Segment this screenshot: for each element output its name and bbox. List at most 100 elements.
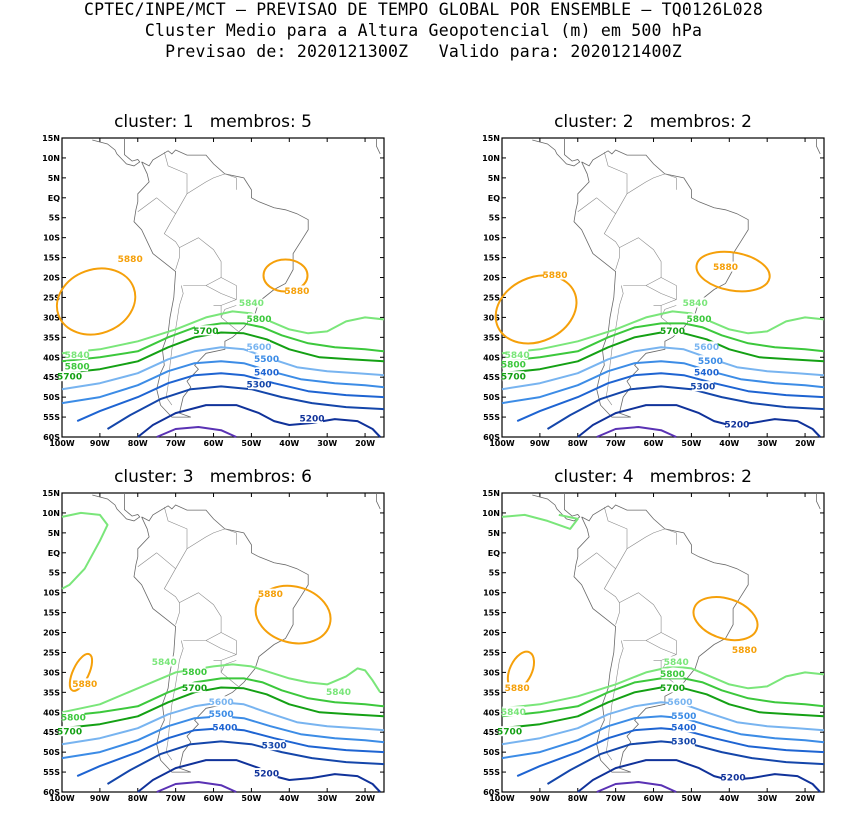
lon-label: 50W: [241, 794, 261, 803]
lat-label: EQ: [48, 549, 60, 558]
contour-closed-5880: [692, 595, 759, 642]
contour-closed-5880: [494, 274, 578, 345]
panel-title: cluster: 4 membros: 2: [554, 467, 752, 487]
lon-label: 90W: [90, 794, 110, 803]
contour-label-bg: [213, 722, 236, 733]
map-svg: 15N 10N 5N EQ 5S 10S 15S 20S 25S 30S 35S 40S 45S 50S 5…: [482, 134, 825, 448]
lon-label: 20W: [355, 439, 375, 448]
lon-label: 50W: [241, 439, 261, 448]
country-border: [615, 602, 620, 625]
contour-line-5200: [137, 404, 381, 438]
contour-closed-5880: [68, 652, 94, 692]
contour-label: 5700: [193, 327, 218, 337]
contour-label: 5600: [668, 698, 693, 708]
contour-closed-5880: [55, 267, 137, 336]
contour-label: 5800: [660, 670, 685, 680]
contour-label-bg: [725, 419, 748, 430]
plot-frame: [501, 137, 825, 438]
country-border: [164, 151, 188, 214]
central-america-coastline: [532, 138, 581, 167]
contour-line-5300: [106, 740, 385, 785]
lon-label: 20W: [795, 794, 815, 803]
lat-label: 15N: [42, 489, 60, 498]
lat-label: 20S: [483, 629, 500, 638]
lon-label: 20W: [795, 439, 815, 448]
contour-label: 5840: [664, 658, 689, 668]
lat-label: 55S: [43, 413, 60, 422]
lat-label: 55S: [483, 768, 500, 777]
lat-label: 50S: [483, 393, 500, 402]
lat-label: 50S: [43, 393, 60, 402]
contour-label: 5500: [209, 710, 234, 720]
lat-label: 10N: [42, 509, 60, 518]
contour-label: 5500: [698, 357, 723, 367]
contour-label-bg: [695, 367, 718, 378]
lat-label: 5N: [48, 529, 60, 538]
lat-label: 15S: [483, 609, 500, 618]
contour-label-bg: [687, 313, 710, 324]
coastline-layer: [92, 493, 381, 773]
contour-label-bg: [66, 361, 89, 372]
contour-label: 5880: [118, 255, 143, 265]
lat-label: 30S: [43, 668, 60, 677]
lon-label: 100W: [49, 794, 75, 803]
contour-line-5100: [156, 426, 237, 438]
lat-label: 15S: [43, 609, 60, 618]
lat-label: 20S: [43, 629, 60, 638]
contour-label: 5700: [182, 684, 207, 694]
lon-label: 70W: [166, 794, 186, 803]
contour-label-bg: [119, 253, 142, 264]
lon-label: 30W: [757, 794, 777, 803]
lat-label: 10S: [43, 234, 60, 243]
south-america-coastline: [573, 504, 749, 773]
contour-label-bg: [672, 710, 695, 721]
contour-label-bg: [247, 379, 270, 390]
contour-label-bg: [498, 726, 521, 737]
contour-line-5500: [501, 360, 825, 405]
contour-line-5800: [61, 322, 385, 363]
contour-label: 5300: [262, 742, 287, 752]
lon-label: 40W: [719, 794, 739, 803]
contour-label: 5880: [258, 590, 283, 600]
country-border: [137, 552, 157, 568]
country-border: [175, 602, 180, 625]
contour-label: 5600: [694, 343, 719, 353]
contour-label-bg: [183, 666, 206, 677]
contour-label-bg: [210, 696, 233, 707]
lat-label: 15S: [483, 254, 500, 263]
country-border: [664, 528, 677, 545]
contour-label: 5400: [254, 369, 279, 379]
contour-label: 5800: [61, 714, 86, 724]
lat-label: 20S: [483, 274, 500, 283]
country-border: [165, 285, 184, 406]
contour-label: 5600: [246, 343, 271, 353]
central-america-coastline: [532, 493, 581, 522]
country-border: [156, 197, 239, 332]
contour-closed-5880: [254, 584, 332, 645]
contour-label: 5840: [505, 351, 530, 361]
lon-label: 90W: [530, 439, 550, 448]
lat-label: 25S: [483, 648, 500, 657]
lon-label: 60W: [644, 439, 664, 448]
lat-label: 10N: [482, 509, 500, 518]
country-border: [186, 173, 225, 195]
lon-label: 80W: [128, 439, 148, 448]
lat-label: 50S: [483, 748, 500, 757]
lon-label: 90W: [530, 794, 550, 803]
africa-coastline: [816, 138, 821, 155]
country-border: [165, 640, 184, 761]
lon-label: 30W: [317, 439, 337, 448]
contour-label-bg: [722, 772, 745, 783]
contour-label-bg: [259, 588, 282, 599]
contour-label: 5300: [246, 381, 271, 391]
country-border: [156, 552, 239, 687]
lat-label: 5S: [49, 569, 61, 578]
contour-label-bg: [247, 341, 270, 352]
panel-title: cluster: 3 membros: 6: [114, 467, 312, 487]
contour-line-5840: [61, 663, 382, 714]
country-border: [164, 506, 188, 569]
lon-label: 70W: [166, 439, 186, 448]
africa-coastline: [376, 493, 381, 510]
contour-line-5300: [106, 385, 385, 430]
contour-line-5400: [516, 372, 825, 423]
